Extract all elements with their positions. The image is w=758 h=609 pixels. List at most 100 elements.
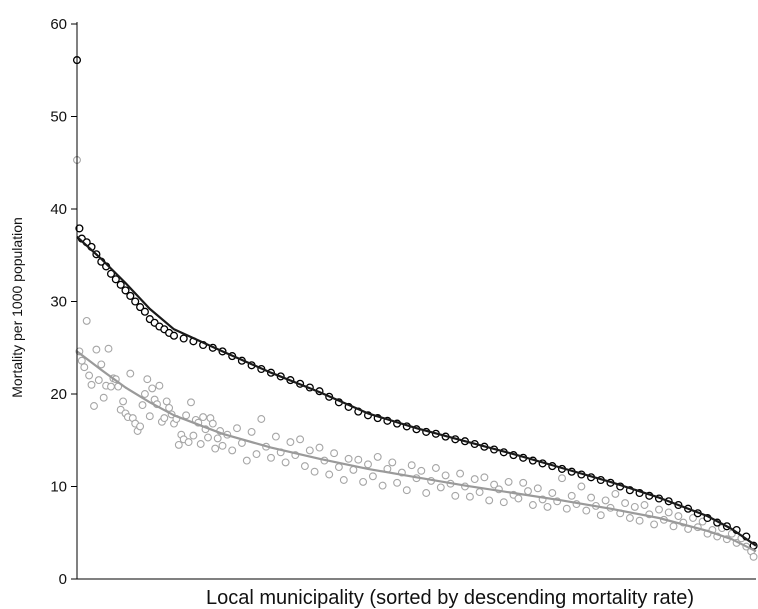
gray-series-point [136,422,145,431]
gray-series-point [364,460,372,469]
gray-series-point [749,552,758,561]
gray-series-point [87,380,96,389]
gray-series-point [97,360,106,369]
gray-series-point [325,470,334,479]
y-tick-label: 60 [50,16,67,33]
trend-lines [76,235,757,553]
gray-series-point [640,501,649,509]
gray-series-point [281,458,290,467]
gray-series-point [499,498,508,507]
gray-series-point [422,489,431,497]
gray-series-point [456,469,465,478]
x-axis-title: Local municipality (sorted by descending… [206,587,694,609]
gray-series-point [104,344,113,353]
y-axis-title: Mortality per 1000 population [9,217,25,398]
gray-series-point [402,486,411,495]
gray-series-point [548,489,557,497]
black-series-point [179,334,188,343]
gray-series-point [344,454,353,463]
y-tick-label: 40 [50,201,67,218]
gray-series-point [567,491,576,500]
gray-series-point [621,499,630,508]
gray-series-point [174,440,183,449]
gray-series-point [267,453,275,462]
gray-series-point [339,476,348,484]
gray-series-point [354,455,363,464]
gray-series-point [689,514,697,522]
gray-series-point [189,431,198,440]
gray-series-point [242,456,251,465]
gray-series-point [373,452,382,461]
gray-series-point [436,483,445,492]
gray-series-point [475,488,484,497]
black-series-point [121,286,130,295]
black-series-point [106,269,116,278]
gray-series-point [204,433,212,442]
gray-series-point [184,438,193,447]
gray-series-point [187,398,195,407]
gray-series-point [315,443,324,452]
gray-series-point [524,487,532,496]
gray-series-point [470,475,479,484]
gray-series-point [558,474,566,483]
gray-series-point [155,381,164,390]
gray-series-point [77,356,86,365]
gray-series-point [119,397,128,406]
gray-series-point [393,478,402,487]
gray-series-point [286,438,295,447]
gray-series-point [490,480,499,489]
black-series-point [126,291,135,300]
black-series-point [136,303,145,312]
gray-series-point [504,477,513,486]
gray-series-point [145,412,154,421]
y-tick-label: 30 [50,294,67,311]
gray-series-point [99,393,108,402]
gray-series-point [465,492,474,501]
black-series-point [116,280,125,289]
gray-series-point [664,508,673,517]
gray-series-point [257,415,266,423]
black-series-point [111,275,120,284]
gray-series-point [162,397,171,406]
gray-series-point [165,403,174,412]
gray-series-point [82,316,91,325]
y-tick-label: 20 [50,386,67,403]
gray-series-point [596,511,605,520]
gray-series-point [218,441,227,450]
gray-series-point [199,413,208,422]
gray-series-point [228,446,237,455]
gray-series-point [330,449,339,458]
gray-series-point [300,462,309,471]
gray-series-point [213,434,222,443]
gray-series-point [480,473,489,482]
gray-series-point [587,493,596,502]
gray-series-point [611,489,620,498]
gray-series-point [138,401,147,410]
black-series-point [169,331,179,340]
y-tick-label: 10 [50,479,67,496]
y-axis-ticks: 0 10 20 30 40 50 60 [50,16,77,588]
black-series-point [131,297,140,306]
gray-series-point [630,502,639,511]
gray-series-point [485,496,494,505]
gray-series-point [80,363,89,372]
gray-series-point [543,502,552,511]
gray-series-point [378,481,387,490]
gray-series-point [562,504,571,513]
series-gray-points [73,156,758,561]
y-tick-label: 0 [59,571,67,588]
black-series-point [75,224,84,233]
gray-series-trend-line [76,350,757,553]
gray-series-point [196,440,205,448]
gray-series-point [417,466,426,475]
gray-series-point [441,471,450,480]
black-series-trend-line [76,235,757,547]
gray-series-point [625,514,634,522]
gray-series-point [233,424,241,433]
gray-series-point [160,414,169,423]
gray-series-point [407,461,416,470]
gray-series-point [582,506,591,515]
gray-series-point [349,465,358,474]
gray-series-point [669,522,678,531]
